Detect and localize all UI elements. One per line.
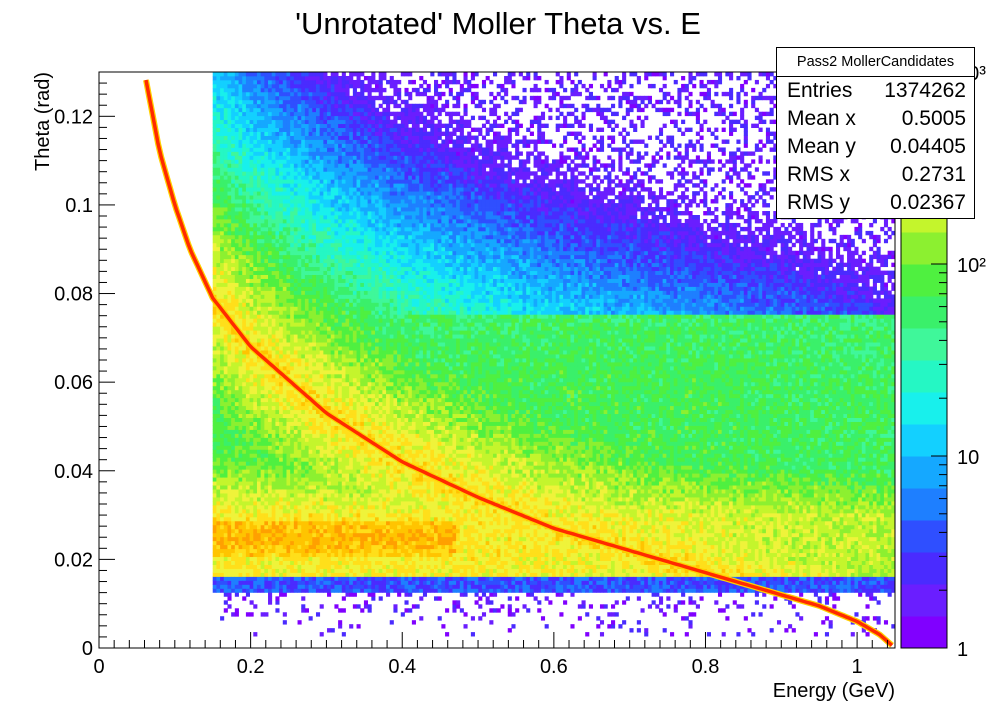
x-tick-label: 0.4 (388, 656, 416, 678)
stats-key: Mean y (787, 133, 856, 161)
x-axis-label: Energy (GeV) (773, 680, 895, 702)
y-tick-label: 0.04 (54, 461, 93, 483)
x-tick-label: 0 (93, 656, 104, 678)
palette-band (901, 392, 947, 425)
z-tick-label: 10² (957, 255, 986, 277)
y-tick-label: 0.1 (65, 195, 93, 217)
y-axis-label: Theta (rad) (32, 72, 54, 171)
stats-row-rms-x: RMS x 0.2731 (777, 161, 974, 189)
x-tick-label: 1 (852, 656, 863, 678)
stats-row-mean-x: Mean x 0.5005 (777, 105, 974, 133)
palette-band (901, 456, 947, 489)
z-tick-label: 1 (957, 639, 968, 661)
x-tick-label: 0.8 (692, 656, 720, 678)
stats-key: RMS y (787, 189, 850, 217)
stats-row-mean-y: Mean y 0.04405 (777, 133, 974, 161)
y-tick-label: 0.12 (54, 106, 93, 128)
palette-band (901, 328, 947, 361)
palette-band (901, 520, 947, 553)
stats-key: Entries (787, 77, 852, 105)
stats-value: 1374262 (884, 77, 966, 105)
stats-value: 0.02367 (890, 189, 966, 217)
y-tick-label: 0.06 (54, 372, 93, 394)
stats-box: Pass2 MollerCandidates Entries 1374262 M… (776, 47, 975, 219)
x-tick-label: 0.2 (237, 656, 265, 678)
stats-row-entries: Entries 1374262 (777, 77, 974, 105)
y-tick-label: 0.08 (54, 284, 93, 306)
stats-value: 0.2731 (902, 161, 966, 189)
palette-band (901, 264, 947, 297)
x-tick-label: 0.6 (540, 656, 568, 678)
palette-band (901, 424, 947, 457)
y-tick-label: 0 (82, 638, 93, 660)
palette-band (901, 584, 947, 617)
stats-row-rms-y: RMS y 0.02367 (777, 189, 974, 217)
stats-name: Pass2 MollerCandidates (777, 48, 974, 77)
stats-key: Mean x (787, 105, 856, 133)
palette-band (901, 296, 947, 329)
palette-band (901, 488, 947, 521)
stats-value: 0.5005 (902, 105, 966, 133)
palette-band (901, 616, 947, 649)
palette-band (901, 232, 947, 265)
z-tick-label: 10 (957, 447, 979, 469)
chart-title: 'Unrotated' Moller Theta vs. E (0, 6, 996, 42)
y-tick-label: 0.02 (54, 549, 93, 571)
stats-key: RMS x (787, 161, 850, 189)
stats-value: 0.04405 (890, 133, 966, 161)
